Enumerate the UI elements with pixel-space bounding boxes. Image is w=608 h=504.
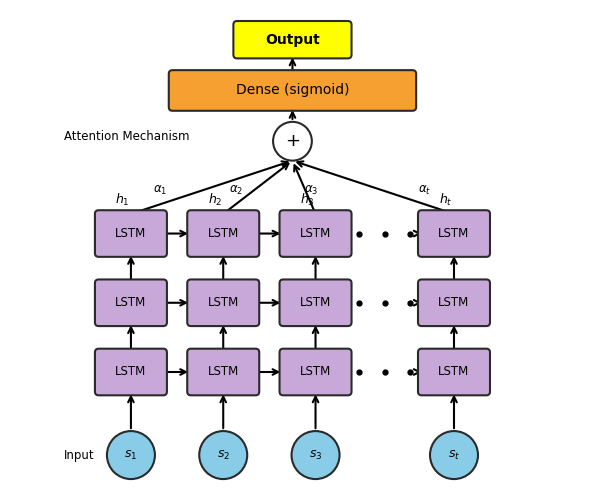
Text: $h_2$: $h_2$ [208, 193, 222, 208]
FancyBboxPatch shape [418, 349, 490, 395]
Text: LSTM: LSTM [207, 296, 239, 309]
Text: LSTM: LSTM [300, 365, 331, 379]
FancyBboxPatch shape [169, 70, 416, 111]
FancyBboxPatch shape [280, 279, 351, 326]
Text: LSTM: LSTM [207, 365, 239, 379]
FancyBboxPatch shape [418, 210, 490, 257]
Text: $\alpha_t$: $\alpha_t$ [418, 184, 432, 198]
Text: Attention Mechanism: Attention Mechanism [64, 130, 190, 143]
FancyBboxPatch shape [280, 349, 351, 395]
Text: LSTM: LSTM [438, 296, 469, 309]
Circle shape [430, 431, 478, 479]
Text: LSTM: LSTM [300, 296, 331, 309]
Circle shape [199, 431, 247, 479]
FancyBboxPatch shape [95, 279, 167, 326]
Text: $s_3$: $s_3$ [309, 449, 322, 462]
Text: LSTM: LSTM [438, 365, 469, 379]
Text: LSTM: LSTM [116, 227, 147, 240]
Text: $h_1$: $h_1$ [116, 193, 130, 208]
FancyBboxPatch shape [280, 210, 351, 257]
FancyBboxPatch shape [187, 279, 259, 326]
FancyBboxPatch shape [233, 21, 351, 58]
FancyBboxPatch shape [418, 279, 490, 326]
Text: $\alpha_3$: $\alpha_3$ [304, 184, 319, 198]
FancyBboxPatch shape [95, 210, 167, 257]
Text: LSTM: LSTM [116, 365, 147, 379]
Text: $\alpha_2$: $\alpha_2$ [229, 184, 243, 198]
Circle shape [292, 431, 339, 479]
Text: LSTM: LSTM [438, 227, 469, 240]
Text: Input: Input [64, 449, 95, 462]
Text: LSTM: LSTM [207, 227, 239, 240]
Text: +: + [285, 132, 300, 150]
Text: LSTM: LSTM [116, 296, 147, 309]
Text: $s_2$: $s_2$ [216, 449, 230, 462]
Text: $s_1$: $s_1$ [124, 449, 137, 462]
FancyBboxPatch shape [95, 349, 167, 395]
Text: LSTM: LSTM [300, 227, 331, 240]
Text: $s_t$: $s_t$ [448, 449, 460, 462]
Circle shape [273, 122, 312, 161]
Text: Output: Output [265, 33, 320, 47]
Text: $\alpha_1$: $\alpha_1$ [153, 184, 167, 198]
Circle shape [107, 431, 155, 479]
Text: $h_t$: $h_t$ [439, 193, 452, 208]
Text: $h_3$: $h_3$ [300, 193, 314, 208]
FancyBboxPatch shape [187, 349, 259, 395]
Text: Dense (sigmoid): Dense (sigmoid) [236, 84, 349, 97]
FancyBboxPatch shape [187, 210, 259, 257]
